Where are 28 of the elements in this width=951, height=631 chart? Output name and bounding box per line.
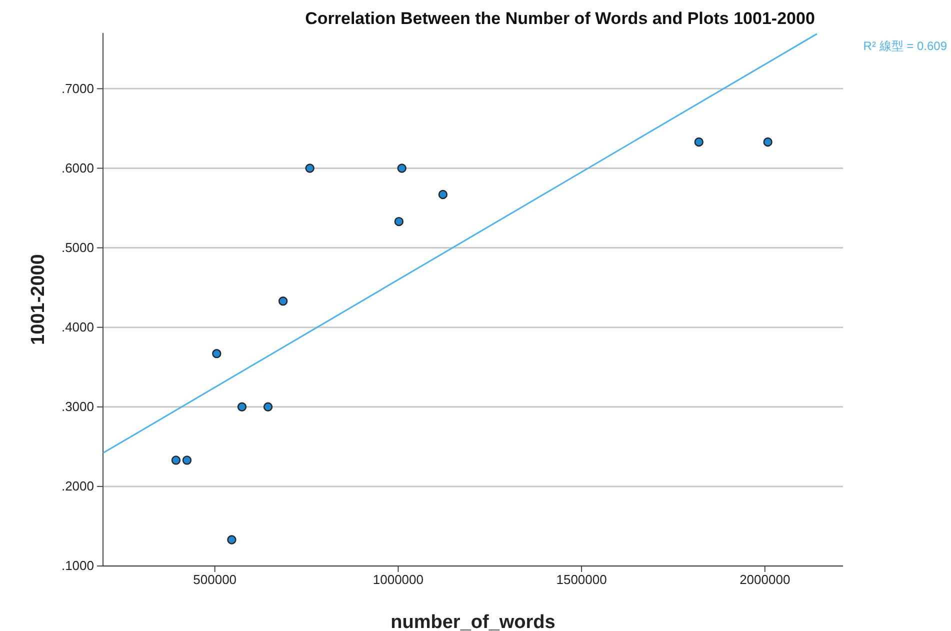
x-axis-title: number_of_words bbox=[390, 612, 556, 631]
y-tick-label: .5000 bbox=[61, 240, 94, 255]
y-tick-label: .3000 bbox=[61, 399, 94, 414]
y-tick-label: .4000 bbox=[61, 320, 94, 335]
y-tick-label: .2000 bbox=[61, 478, 94, 494]
x-tick-label: 2000000 bbox=[740, 572, 790, 588]
y-tick-label: .6000 bbox=[61, 160, 94, 176]
x-tick-label: 1000000 bbox=[372, 572, 424, 588]
point bbox=[227, 535, 236, 544]
point bbox=[278, 296, 288, 306]
point bbox=[171, 456, 181, 465]
y-tick-label: .1000 bbox=[61, 558, 94, 574]
point bbox=[763, 137, 772, 147]
y-axis-title: 1001-2000 bbox=[28, 254, 49, 345]
text: R² 線型 = 0.609 bbox=[863, 39, 948, 53]
x-tick-label: 1500000 bbox=[556, 572, 607, 588]
point bbox=[182, 456, 192, 465]
point bbox=[397, 164, 406, 173]
point bbox=[263, 402, 273, 412]
point bbox=[212, 349, 222, 358]
point bbox=[438, 190, 448, 200]
point bbox=[394, 216, 404, 226]
point bbox=[694, 137, 704, 147]
point bbox=[305, 164, 314, 173]
chart-title: Correlation Between the Number of Words and Plots 1001-2000 bbox=[305, 9, 815, 28]
x-tick-label: 500000 bbox=[193, 572, 237, 588]
point bbox=[237, 402, 247, 412]
y-tick-label: .7000 bbox=[61, 80, 94, 96]
